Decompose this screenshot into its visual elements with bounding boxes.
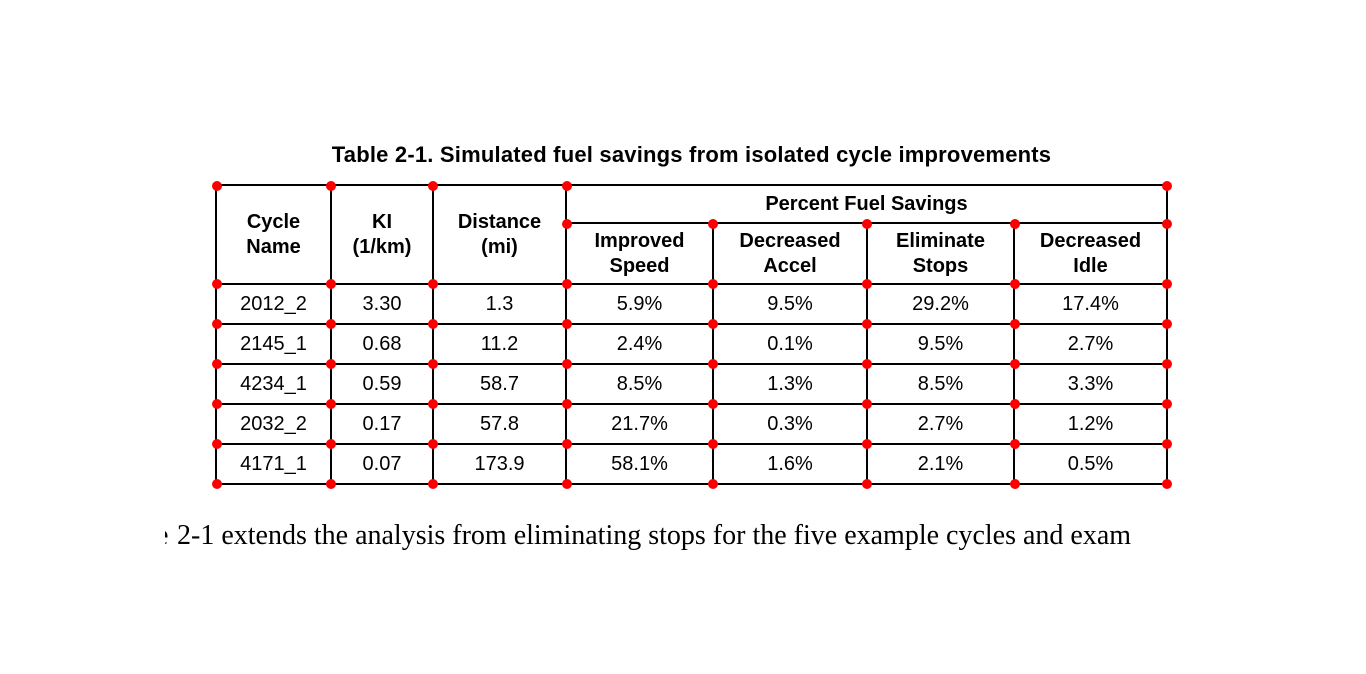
cell-eliminate-stops: 2.7% [866,403,1015,445]
cell-decreased-idle: 3.3% [1013,363,1168,405]
cell-decreased-idle: 17.4% [1013,283,1168,325]
cell-ki: 0.07 [330,443,434,485]
fuel-savings-table: Cycle Name KI (1/km) Distance (mi) Perce… [215,184,1168,485]
cell-improved-speed: 21.7% [565,403,714,445]
body-text-line: 2-1 extends the analysis from eliminatin… [177,520,1132,551]
cell-distance: 1.3 [432,283,567,325]
cell-improved-speed: 58.1% [565,443,714,485]
cell-decreased-idle: 0.5% [1013,443,1168,485]
cell-eliminate-stops: 29.2% [866,283,1015,325]
cell-cycle-name: 4171_1 [215,443,332,485]
cell-decreased-accel: 9.5% [712,283,868,325]
body-text-clipped-fragment: e [165,520,172,552]
table-header-row-group: Cycle Name KI (1/km) Distance (mi) Perce… [215,184,1168,285]
cell-improved-speed: 5.9% [565,283,714,325]
cell-eliminate-stops: 2.1% [866,443,1015,485]
table-row: 2032_2 0.17 57.8 21.7% 0.3% 2.7% 1.2% [215,403,1168,445]
cell-improved-speed: 2.4% [565,323,714,365]
cell-decreased-idle: 1.2% [1013,403,1168,445]
header-distance: Distance (mi) [432,184,567,285]
header-decreased-idle: Decreased Idle [1013,222,1168,285]
cell-decreased-accel: 0.3% [712,403,868,445]
cell-ki: 0.68 [330,323,434,365]
cell-cycle-name: 2145_1 [215,323,332,365]
header-decreased-accel: Decreased Accel [712,222,868,285]
cell-ki: 0.59 [330,363,434,405]
cell-cycle-name: 4234_1 [215,363,332,405]
table-row: 4171_1 0.07 173.9 58.1% 1.6% 2.1% 0.5% [215,443,1168,485]
cell-decreased-accel: 1.3% [712,363,868,405]
table-caption-title: Table 2-1. Simulated fuel savings from i… [331,142,1052,167]
cell-decreased-accel: 1.6% [712,443,868,485]
cell-distance: 11.2 [432,323,567,365]
cell-distance: 57.8 [432,403,567,445]
table-row: 2012_2 3.30 1.3 5.9% 9.5% 29.2% 17.4% [215,283,1168,325]
cell-distance: 173.9 [432,443,567,485]
header-eliminate-stops: Eliminate Stops [866,222,1015,285]
cell-eliminate-stops: 8.5% [866,363,1015,405]
table-row: 2145_1 0.68 11.2 2.4% 0.1% 9.5% 2.7% [215,323,1168,365]
header-cycle-name: Cycle Name [215,184,332,285]
cell-improved-speed: 8.5% [565,363,714,405]
cell-cycle-name: 2012_2 [215,283,332,325]
header-improved-speed: Improved Speed [565,222,714,285]
cell-cycle-name: 2032_2 [215,403,332,445]
table-row: 4234_1 0.59 58.7 8.5% 1.3% 8.5% 3.3% [215,363,1168,405]
header-ki: KI (1/km) [330,184,434,285]
cell-eliminate-stops: 9.5% [866,323,1015,365]
fuel-savings-table-wrap: Cycle Name KI (1/km) Distance (mi) Perce… [212,181,1172,489]
header-percent-fuel-savings: Percent Fuel Savings [565,184,1168,224]
cell-decreased-idle: 2.7% [1013,323,1168,365]
cell-distance: 58.7 [432,363,567,405]
cell-ki: 3.30 [330,283,434,325]
cell-decreased-accel: 0.1% [712,323,868,365]
cell-ki: 0.17 [330,403,434,445]
table-header-row-sub: Improved Speed Decreased Accel Eliminate… [216,222,1168,285]
